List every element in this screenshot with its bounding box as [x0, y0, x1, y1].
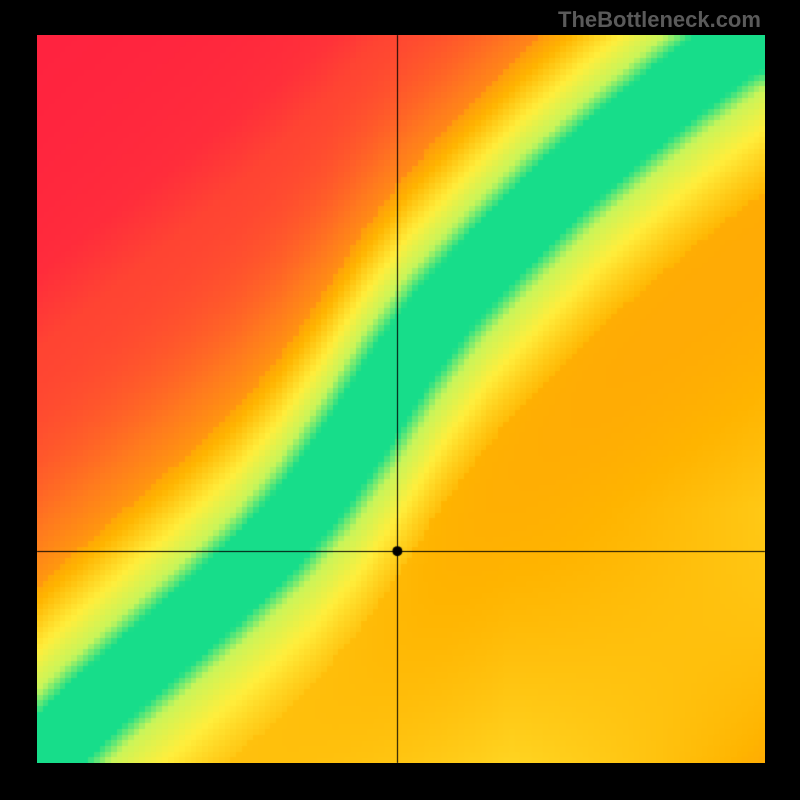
- watermark-text: TheBottleneck.com: [558, 7, 761, 33]
- bottleneck-heatmap: [37, 35, 765, 763]
- chart-container: TheBottleneck.com: [0, 0, 800, 800]
